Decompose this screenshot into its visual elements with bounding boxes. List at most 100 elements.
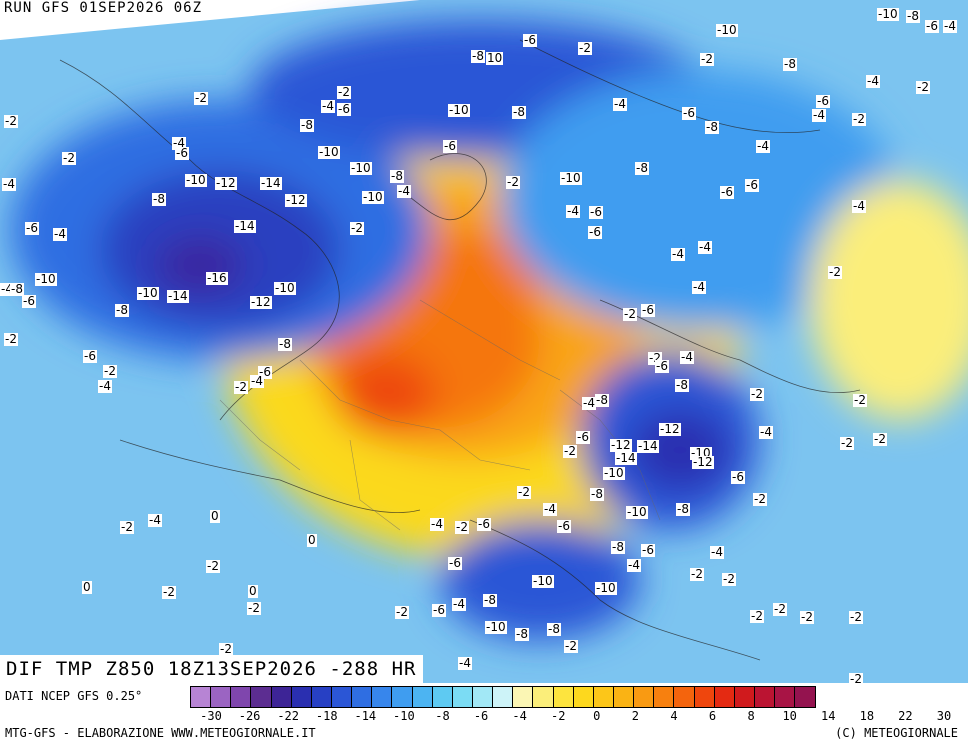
isoline-label: -8 xyxy=(278,337,292,351)
isoline-label: -2 xyxy=(750,387,764,401)
legend-swatch xyxy=(754,687,776,707)
isoline-label: -2 xyxy=(623,307,637,321)
isoline-label: -10 xyxy=(603,466,625,480)
legend-swatch xyxy=(432,687,453,707)
legend-tick-label: 6 xyxy=(708,709,717,723)
isoline-label: -10 xyxy=(274,281,296,295)
isoline-label: -4 xyxy=(866,74,880,88)
legend-swatch xyxy=(674,687,695,707)
isoline-label: -2 xyxy=(517,485,531,499)
legend-swatch xyxy=(714,687,735,707)
coastlines xyxy=(59,39,861,661)
map-title: DIF TMP Z850 18Z13SEP2026 -288 HR xyxy=(0,655,423,683)
borders xyxy=(219,299,661,531)
isoline-label: -2 xyxy=(722,572,736,586)
isoline-label: -6 xyxy=(477,517,491,531)
isoline-label: -6 xyxy=(25,221,39,235)
isoline-label: -4 xyxy=(172,136,186,150)
legend-swatch xyxy=(654,687,675,707)
isoline-label: -8 xyxy=(590,487,604,501)
isoline-label: -4 xyxy=(321,99,335,113)
isoline-label: -8 xyxy=(471,49,485,63)
legend-swatch xyxy=(472,687,494,707)
isoline-label: -10 xyxy=(448,103,470,117)
isoline-label: -14 xyxy=(260,176,282,190)
isoline-label: -2 xyxy=(852,112,866,126)
color-legend xyxy=(190,686,817,708)
isoline-label: -2 xyxy=(219,642,233,656)
isoline-label: -6 xyxy=(443,139,457,153)
legend-swatch xyxy=(211,687,232,707)
legend-swatch xyxy=(352,687,373,707)
isoline-label: -10 xyxy=(362,190,384,204)
isoline-label: -6 xyxy=(655,359,669,373)
isoline-label: -6 xyxy=(337,102,351,116)
isoline-label: -2 xyxy=(849,610,863,624)
legend-swatch xyxy=(331,687,353,707)
isoline-label: -12 xyxy=(215,176,237,190)
isoline-label: -6 xyxy=(589,205,603,219)
isoline-label: -4 xyxy=(710,545,724,559)
isoline-label: -12 xyxy=(285,193,307,207)
legend-tick-label: -4 xyxy=(512,709,527,723)
legend-swatch xyxy=(251,687,272,707)
isoline-label: -8 xyxy=(152,192,166,206)
isoline-label: -2 xyxy=(103,364,117,378)
temperature-anomaly-map: RUN GFS 01SEP2026 06Z -10 -8 -6 -4 -6 -2 -8 10-… xyxy=(0,0,968,683)
isoline-label: -2 xyxy=(873,432,887,446)
isoline-label: -8 xyxy=(483,593,497,607)
isoline-label: -6 xyxy=(641,543,655,557)
isoline-label: -2 xyxy=(120,520,134,534)
legend-tick-label: -6 xyxy=(473,709,489,723)
legend-tick-label: -10 xyxy=(393,709,415,723)
legend-swatch xyxy=(593,687,614,707)
legend-tick-label: -18 xyxy=(315,709,338,723)
legend-tick-label: -14 xyxy=(354,709,377,723)
isoline-label: -2 xyxy=(162,585,176,599)
legend-swatch xyxy=(311,687,332,707)
isoline-label: -4 xyxy=(430,517,444,531)
isoline-label: -10 xyxy=(485,620,507,634)
footer: DATI NCEP GFS 0.25° -30 -26 -22 -18 -14 -10 -8… xyxy=(0,683,968,745)
isoline-label: -2 xyxy=(395,605,409,619)
isoline-label: -2 xyxy=(563,444,577,458)
legend-swatch xyxy=(775,687,796,707)
anomaly-area-12 xyxy=(500,70,900,330)
legend-swatch xyxy=(452,687,473,707)
isoline-label: -6 xyxy=(641,303,655,317)
isoline-label: -2 xyxy=(206,559,220,573)
isoline-label: -2 xyxy=(853,393,867,407)
isoline-label: -6 xyxy=(720,185,734,199)
isoline-label: -10 xyxy=(185,173,207,187)
isoline-label: -6 xyxy=(175,146,189,160)
isoline-label: -2 xyxy=(455,520,469,534)
isoline-label: -2 xyxy=(350,221,364,235)
anomaly-area-10 xyxy=(630,410,730,490)
isoline-label: -10 xyxy=(595,581,617,595)
isoline-label: 0 xyxy=(248,584,258,598)
legend-tick-label: -22 xyxy=(277,709,299,723)
legend-tick-label: 30 xyxy=(936,709,952,723)
isoline-label: -2 xyxy=(564,639,578,653)
isoline-label: -8 xyxy=(783,57,797,71)
isoline-label: -4 xyxy=(812,108,826,122)
isoline-label: -2 xyxy=(578,41,592,55)
legend-tick-label: 18 xyxy=(859,709,875,723)
isoline-label: -10 xyxy=(532,574,554,588)
isoline-label: -4 xyxy=(692,280,706,294)
legend-swatch xyxy=(634,687,655,707)
isoline-label: -2 xyxy=(828,265,842,279)
isoline-label: 0 xyxy=(82,580,92,594)
isoline-label: -2 xyxy=(773,602,787,616)
isoline-label: -12 xyxy=(692,455,714,469)
legend-swatch xyxy=(191,687,212,707)
isoline-label: -14 xyxy=(615,451,637,465)
isoline-label: -2 xyxy=(700,52,714,66)
isoline-label: -12 xyxy=(659,422,681,436)
isoline-label: -4 xyxy=(582,396,596,410)
legend-swatch xyxy=(231,687,252,707)
isoline-label: -4 xyxy=(148,513,162,527)
isoline-label: -8 xyxy=(390,169,404,183)
isoline-label: -8 xyxy=(611,540,625,554)
legend-swatch xyxy=(613,687,635,707)
